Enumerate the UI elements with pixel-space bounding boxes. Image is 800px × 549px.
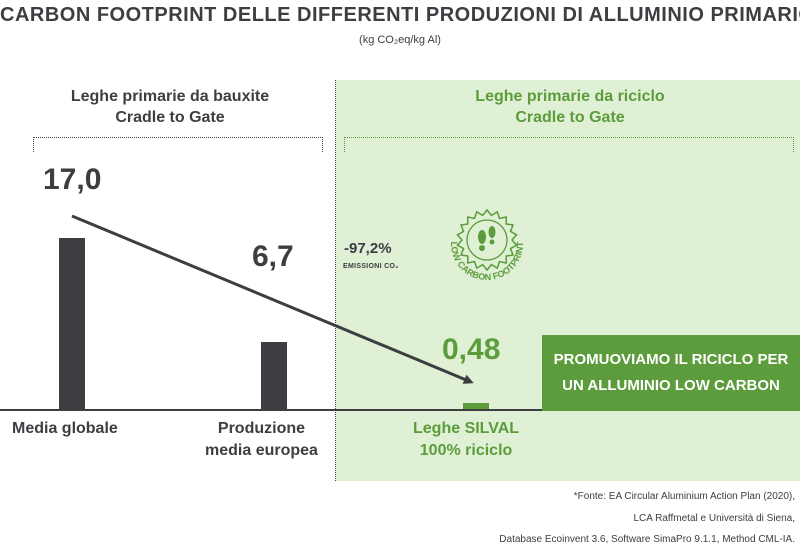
bar-3 (463, 403, 489, 409)
reduction-label: EMISSIONI CO₂ (343, 263, 399, 270)
category-label-3: Leghe SILVAL 100% riciclo (413, 420, 520, 459)
source-line-3: Database Ecoinvent 3.6, Software SimaPro… (499, 534, 795, 545)
bauxite-section-heading: Leghe primarie da bauxite Cradle to Gate (50, 86, 290, 128)
bauxite-section-title: Leghe primarie da bauxite (70, 88, 270, 105)
bar-1 (59, 238, 85, 409)
recycled-bracket (344, 137, 794, 152)
bar-value-label-3: 0,48 (442, 333, 501, 366)
promo-line-2: UN ALLUMINIO LOW CARBON (562, 377, 780, 394)
promo-line-1: PROMUOVIAMO IL RICICLO PER (553, 351, 789, 368)
section-divider (335, 80, 336, 481)
source-line-1: *Fonte: EA Circular Aluminium Action Pla… (573, 491, 795, 502)
recycled-section-scope: Cradle to Gate (515, 109, 625, 126)
category-label-2: Produzione media europea (205, 420, 318, 459)
footprint-icon (478, 226, 496, 251)
bar-value-label-1: 17,0 (43, 163, 102, 196)
bar-2 (261, 341, 287, 409)
category-label-1: Media globale (12, 420, 118, 437)
chart-subtitle: (kg CO₂eq/kg Al) (359, 34, 441, 46)
bauxite-bracket (33, 137, 323, 152)
chart-title: CARBON FOOTPRINT DELLE DIFFERENTI PRODUZ… (0, 4, 800, 26)
source-line-2: LCA Raffmetal e Università di Siena, (633, 513, 795, 524)
low-carbon-badge: LOW CARBON FOOTPRINT (449, 208, 525, 282)
bauxite-section-scope: Cradle to Gate (115, 109, 225, 126)
reduction-value: -97,2% (344, 240, 392, 257)
recycled-section-background (336, 80, 800, 481)
x-axis-line (0, 409, 800, 411)
bar-value-label-2: 6,7 (252, 240, 294, 273)
promo-banner: PROMUOVIAMO IL RICICLO PER UN ALLUMINIO … (542, 335, 800, 411)
recycled-section-title: Leghe primarie da riciclo (475, 88, 665, 105)
trend-arrow (71, 214, 474, 384)
recycled-section-heading: Leghe primarie da riciclo Cradle to Gate (430, 86, 710, 128)
